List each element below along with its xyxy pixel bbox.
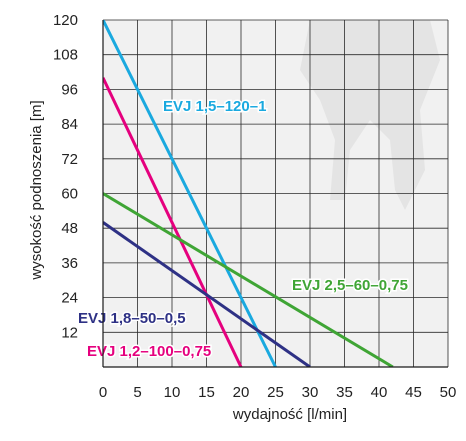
series-line-3 <box>103 221 311 367</box>
x-tick-label: 35 <box>336 384 353 401</box>
series-line-1 <box>103 77 243 367</box>
y-tick-label: 60 <box>61 186 78 203</box>
series-label-1: EVJ 2,5–60–0,75 <box>292 277 408 294</box>
y-tick-label: 24 <box>61 290 78 307</box>
x-tick-label: 10 <box>164 384 181 401</box>
x-tick-label: 40 <box>371 384 388 401</box>
series-label-3: EVJ 1,2–100–0,75 <box>87 343 211 360</box>
x-tick-label: 45 <box>405 384 422 401</box>
y-tick-label: 72 <box>61 151 78 168</box>
y-tick-label: 12 <box>61 324 78 341</box>
x-tick-label: 50 <box>440 384 457 401</box>
x-tick-label: 15 <box>198 384 215 401</box>
y-tick-label: 96 <box>61 81 78 98</box>
x-tick-label: 5 <box>133 384 141 401</box>
y-tick-label: 48 <box>61 220 78 237</box>
y-axis-title: wysokość podnoszenia [m] <box>28 100 45 280</box>
background-watermark <box>300 20 440 210</box>
series-line-0 <box>103 20 277 367</box>
series-label-2: EVJ 1,8–50–0,5 <box>78 310 186 327</box>
x-tick-label: 0 <box>99 384 107 401</box>
y-tick-label: 120 <box>53 12 78 29</box>
y-tick-label: 36 <box>61 255 78 272</box>
x-axis-title: wydajność [l/min] <box>232 406 347 423</box>
y-tick-label: 108 <box>53 47 78 64</box>
y-tick-label: 84 <box>61 116 78 133</box>
x-tick-label: 30 <box>302 384 319 401</box>
x-tick-label: 25 <box>267 384 284 401</box>
x-tick-label: 20 <box>233 384 250 401</box>
series-line-2 <box>103 192 394 367</box>
series-label-0: EVJ 1,5–120–1 <box>163 98 266 115</box>
